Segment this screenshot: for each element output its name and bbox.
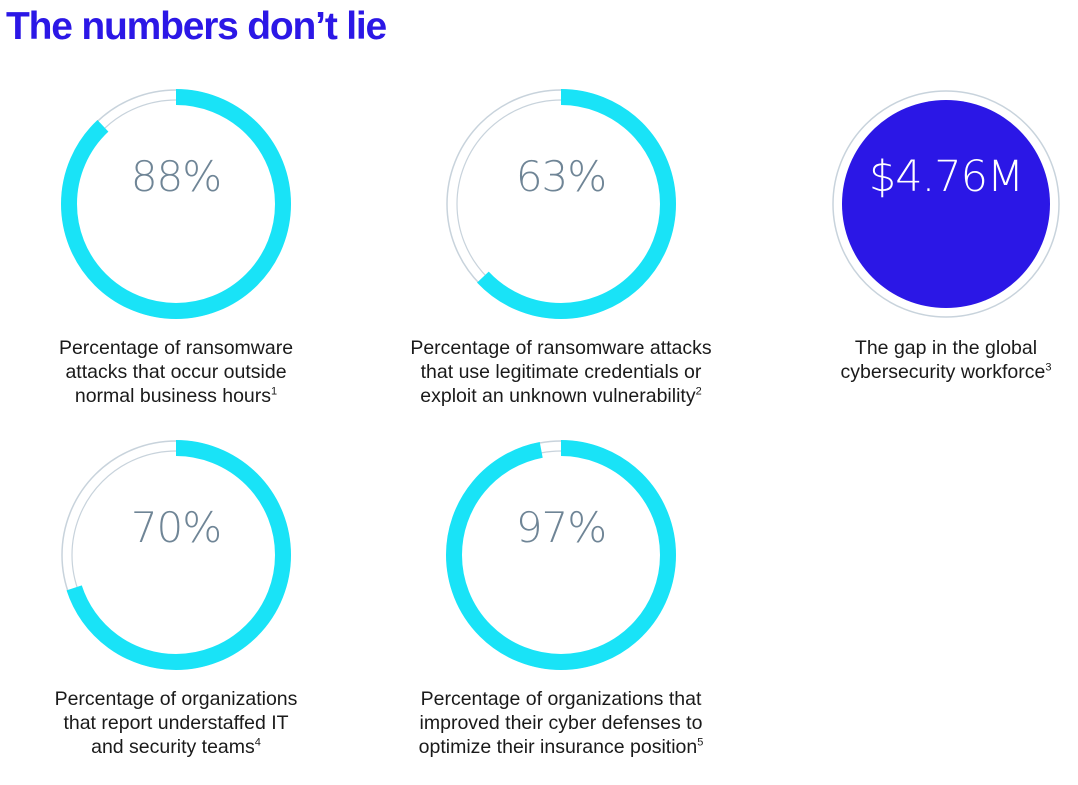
ring-graphic bbox=[446, 89, 676, 319]
stat-caption: Percentage of organizations that report … bbox=[6, 687, 346, 759]
ring-graphic bbox=[446, 440, 676, 670]
ring-progress-arc bbox=[61, 89, 291, 319]
caption-line: attacks that occur outside bbox=[65, 361, 287, 383]
footnote-marker: 1 bbox=[271, 385, 278, 398]
caption-line: Percentage of ransomware bbox=[58, 337, 294, 359]
caption-line: that report understaffed IT bbox=[63, 712, 289, 734]
caption-line: optimize their insurance position bbox=[418, 736, 698, 758]
ring-progress-arc bbox=[446, 440, 676, 670]
stat-caption: Percentage of organizations that improve… bbox=[391, 687, 731, 759]
stat-ransomware-after-hours: 88% Percentage of ransomware attacks tha… bbox=[6, 84, 346, 434]
caption-line: The gap in the global bbox=[854, 337, 1038, 359]
stat-value: 63% bbox=[515, 152, 607, 201]
ring-chart bbox=[56, 435, 296, 675]
ring-progress-arc bbox=[446, 89, 676, 319]
caption-line: Percentage of ransomware attacks bbox=[410, 337, 712, 359]
ring-graphic bbox=[61, 440, 291, 670]
stat-workforce-gap: $4.76M The gap in the global cybersecuri… bbox=[776, 84, 1078, 434]
solid-circle-graphic bbox=[832, 90, 1060, 318]
stat-insurance-position: 97% Percentage of organizations that imp… bbox=[391, 435, 731, 785]
ring-progress-arc bbox=[61, 440, 291, 670]
caption-line: Percentage of organizations bbox=[54, 688, 298, 710]
footnote-marker: 5 bbox=[697, 736, 704, 749]
caption-line: improved their cyber defenses to bbox=[419, 712, 703, 734]
caption-line: normal business hours bbox=[74, 385, 272, 407]
page-title: The numbers don’t lie bbox=[6, 5, 387, 48]
stat-credentials-vulnerability: 63% Percentage of ransomware attacks tha… bbox=[391, 84, 731, 434]
stat-value: 70% bbox=[130, 503, 222, 552]
stat-caption: Percentage of ransomware attacks that us… bbox=[391, 336, 731, 408]
stat-caption: Percentage of ransomware attacks that oc… bbox=[6, 336, 346, 408]
ring-chart bbox=[441, 435, 681, 675]
stat-value: 97% bbox=[515, 503, 607, 552]
ring-chart bbox=[56, 84, 296, 324]
stat-value: $4.76M bbox=[868, 152, 1024, 202]
solid-disc bbox=[842, 100, 1050, 308]
footnote-marker: 4 bbox=[254, 736, 261, 749]
caption-line: Percentage of organizations that bbox=[420, 688, 702, 710]
stat-caption: The gap in the global cybersecurity work… bbox=[776, 336, 1078, 384]
ring-graphic bbox=[61, 89, 291, 319]
solid-circle bbox=[826, 84, 1066, 324]
outline-ring bbox=[832, 90, 1060, 318]
caption-line: that use legitimate credentials or bbox=[420, 361, 702, 383]
caption-line: cybersecurity workforce bbox=[840, 361, 1046, 383]
ring-chart bbox=[441, 84, 681, 324]
caption-line: and security teams bbox=[91, 736, 255, 758]
footnote-marker: 3 bbox=[1045, 361, 1052, 374]
stat-value: 88% bbox=[130, 152, 222, 201]
footnote-marker: 2 bbox=[695, 385, 702, 398]
stat-understaffed-teams: 70% Percentage of organizations that rep… bbox=[6, 435, 346, 785]
caption-line: exploit an unknown vulnerability bbox=[420, 385, 696, 407]
